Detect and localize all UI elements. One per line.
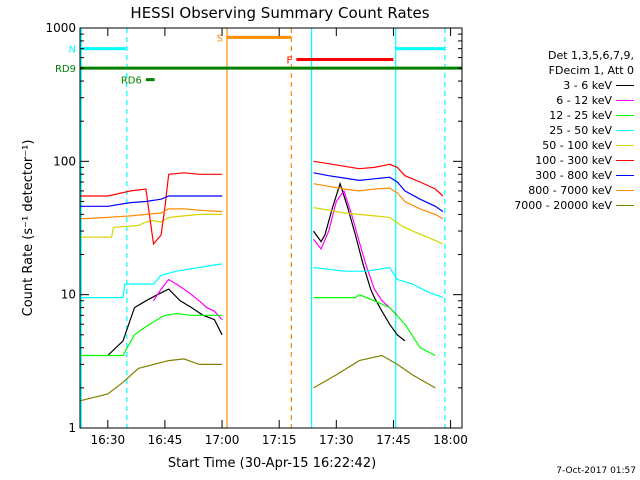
legend: Det 1,3,5,6,7,9, FDecim 1, Att 0 3 - 6 k… bbox=[484, 48, 634, 213]
series-line-6-0 bbox=[80, 195, 223, 207]
legend-entry-label: 6 - 12 keV bbox=[556, 94, 612, 107]
y-axis-label: Count Rate (s⁻¹ detector⁻¹) bbox=[21, 140, 36, 317]
series-line-0-1 bbox=[313, 181, 406, 342]
plot-area: N S F RD6 RD9 16:30 16:45 17:00 17:15 17:30 17:45 1… bbox=[45, 21, 467, 447]
legend-entry-label: 50 - 100 keV bbox=[542, 139, 612, 152]
series-line-7-0 bbox=[79, 208, 223, 220]
flag-label-4: RD9 bbox=[55, 64, 76, 75]
legend-entry: 100 - 300 keV bbox=[484, 153, 634, 168]
legend-swatch bbox=[616, 85, 634, 86]
legend-entry-label: 3 - 6 keV bbox=[563, 79, 612, 92]
y-tick-label-3: 1000 bbox=[45, 21, 76, 35]
legend-swatch bbox=[616, 145, 634, 146]
y-tick-label-0: 1 bbox=[68, 421, 76, 435]
legend-entry: 800 - 7000 keV bbox=[484, 183, 634, 198]
series-line-7-1 bbox=[313, 183, 444, 220]
series-line-6-1 bbox=[313, 172, 444, 213]
legend-entry: 12 - 25 keV bbox=[484, 108, 634, 123]
legend-entry-label: 25 - 50 keV bbox=[549, 124, 612, 137]
legend-swatch bbox=[616, 115, 634, 116]
x-tick-label-1: 16:45 bbox=[148, 433, 183, 447]
legend-entry-label: 300 - 800 keV bbox=[535, 169, 612, 182]
legend-swatch bbox=[616, 190, 634, 191]
legend-entry: 300 - 800 keV bbox=[484, 168, 634, 183]
x-axis-label: Start Time (30-Apr-15 16:22:42) bbox=[168, 456, 376, 471]
legend-entry-label: 7000 - 20000 keV bbox=[514, 199, 612, 212]
legend-header-line1: Det 1,3,5,6,7,9, bbox=[547, 49, 634, 62]
series-line-4-0 bbox=[80, 213, 223, 238]
legend-entry: 3 - 6 keV bbox=[484, 78, 634, 93]
flag-label-3: RD6 bbox=[121, 76, 142, 87]
legend-swatch bbox=[616, 205, 634, 206]
plot-frame bbox=[79, 27, 463, 429]
legend-swatch bbox=[616, 160, 634, 161]
legend-entry: 25 - 50 keV bbox=[484, 123, 634, 138]
chart-title: HESSI Observing Summary Count Rates bbox=[130, 4, 429, 22]
x-tick-label-0: 16:30 bbox=[91, 433, 126, 447]
series-line-3-1 bbox=[313, 266, 444, 299]
series-line-5-0 bbox=[80, 172, 223, 246]
legend-swatch bbox=[616, 130, 634, 131]
x-tick-label-3: 17:15 bbox=[262, 433, 297, 447]
x-tick-label-4: 17:30 bbox=[319, 433, 354, 447]
legend-entry: 6 - 12 keV bbox=[484, 93, 634, 108]
legend-entry: 50 - 100 keV bbox=[484, 138, 634, 153]
legend-swatch bbox=[616, 175, 634, 176]
legend-entry-label: 100 - 300 keV bbox=[535, 154, 612, 167]
series-line-1-1 bbox=[313, 189, 398, 316]
series-line-8-0 bbox=[79, 358, 223, 402]
series-line-2-0 bbox=[80, 313, 223, 357]
series-line-2-1 bbox=[313, 294, 436, 357]
x-tick-label-6: 18:00 bbox=[433, 433, 468, 447]
generation-timestamp: 7-Oct-2017 01:57 bbox=[556, 466, 636, 476]
series-line-0-0 bbox=[107, 288, 223, 356]
legend-entry: 7000 - 20000 keV bbox=[484, 198, 634, 213]
x-tick-label-2: 17:00 bbox=[205, 433, 240, 447]
legend-entry-label: 800 - 7000 keV bbox=[528, 184, 612, 197]
x-tick-label-5: 17:45 bbox=[376, 433, 411, 447]
series-line-8-1 bbox=[313, 354, 436, 389]
series-line-3-0 bbox=[80, 263, 223, 299]
legend-header-line2: FDecim 1, Att 0 bbox=[548, 64, 634, 77]
flag-label-0: N bbox=[69, 45, 76, 56]
series-line-4-1 bbox=[313, 207, 444, 245]
series-line-1-0 bbox=[152, 278, 223, 321]
series-line-5-1 bbox=[313, 160, 444, 197]
y-tick-label-1: 10 bbox=[61, 288, 76, 302]
flag-label-1: S bbox=[217, 33, 223, 44]
legend-swatch bbox=[616, 100, 634, 101]
legend-entry-label: 12 - 25 keV bbox=[549, 109, 612, 122]
flag-label-2: F bbox=[287, 56, 293, 67]
y-tick-label-2: 100 bbox=[53, 154, 76, 168]
